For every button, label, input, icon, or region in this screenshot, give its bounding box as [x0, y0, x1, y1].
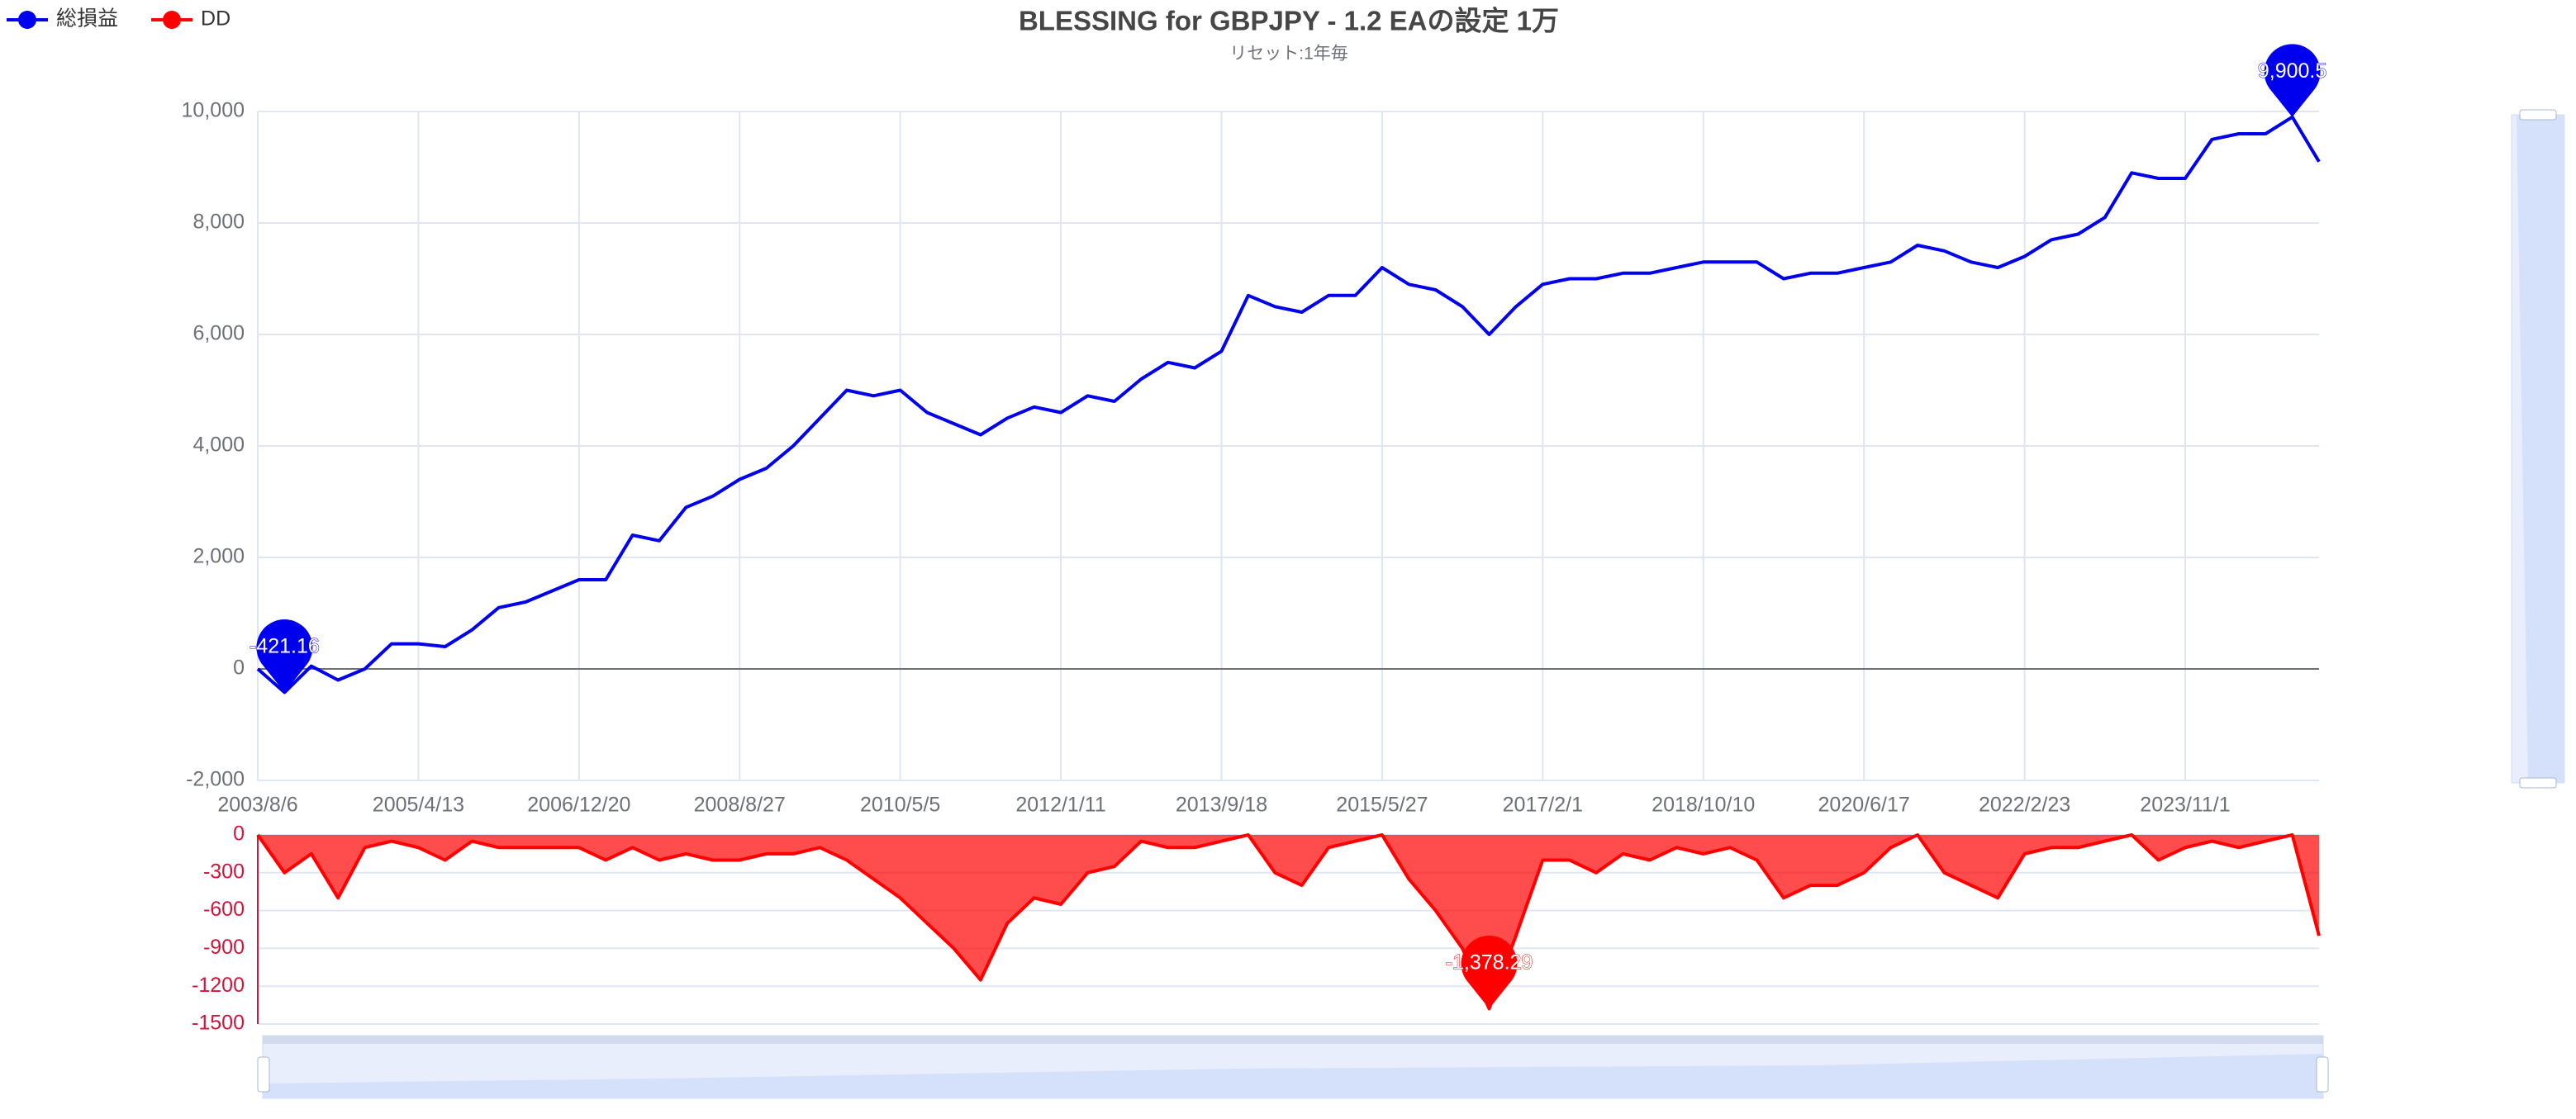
x-tick-label: 2006/12/20 [527, 794, 630, 817]
zoom-preview [263, 1054, 2323, 1098]
x-tick-label: 2012/1/11 [1015, 794, 1105, 817]
right-zoom[interactable] [2511, 109, 2565, 789]
legend-label[interactable]: 総損益 [56, 7, 118, 31]
x-tick-label: 2005/4/13 [373, 794, 464, 817]
x-tick-label: 2018/10/10 [1652, 794, 1755, 817]
x-tick-label: 2010/5/5 [860, 794, 940, 817]
zoom-handle[interactable] [2519, 777, 2557, 789]
mark-pin-label: -1,378.29 [1446, 951, 1533, 974]
bottom-zoom[interactable] [257, 1035, 2329, 1099]
chart-title: BLESSING for GBPJPY - 1.2 EAの設定 1万 [1019, 6, 1559, 36]
mark-pin-label: -421.16 [250, 635, 320, 658]
mark-pin [1461, 936, 1518, 1009]
y2-tick-label: -1500 [192, 1012, 245, 1035]
x-tick-label: 2015/5/27 [1336, 794, 1428, 817]
line [256, 833, 2321, 1011]
x-tick-label: 2022/2/23 [1979, 794, 2070, 817]
y-tick-label: 2,000 [192, 545, 245, 568]
y2-tick-label: 0 [233, 823, 245, 846]
x-tick-label: 2020/6/17 [1818, 794, 1910, 817]
y-tick-label: 6,000 [192, 322, 245, 345]
zoom-handle[interactable] [2519, 109, 2557, 121]
x-tick-label: 2008/8/27 [694, 794, 786, 817]
y-tick-label: 10,000 [182, 99, 245, 122]
y-tick-label: 8,000 [192, 211, 245, 234]
x-tick-label: 2017/2/1 [1503, 794, 1583, 817]
y-tick-label: -2,000 [186, 768, 245, 791]
y-tick-label: 0 [233, 657, 245, 680]
legend-icon[interactable] [18, 11, 36, 29]
y2-tick-label: -300 [203, 860, 245, 883]
y2-tick-label: -600 [203, 898, 245, 921]
mark-pin [256, 619, 313, 693]
legend-icon[interactable] [163, 11, 182, 29]
y2-tick-label: -1200 [192, 974, 245, 997]
y-tick-label: 4,000 [192, 434, 245, 457]
zoom-preview [2517, 115, 2564, 783]
line [256, 115, 2321, 695]
mark-pin-label: 9,900.5 [2258, 59, 2326, 83]
y2-tick-label: -900 [203, 936, 245, 959]
x-tick-label: 2013/9/18 [1176, 794, 1267, 817]
x-tick-label: 2023/11/1 [2140, 794, 2230, 817]
x-tick-label: 2003/8/6 [217, 794, 297, 817]
zoom-handle[interactable] [2316, 1056, 2329, 1093]
chart-subtitle: リセット:1年毎 [1229, 45, 1348, 64]
legend-label[interactable]: DD [201, 7, 231, 31]
zoom-bar [263, 1036, 2323, 1044]
mark-pin [2264, 44, 2321, 117]
zoom-handle[interactable] [257, 1056, 270, 1093]
area [258, 835, 2319, 1009]
